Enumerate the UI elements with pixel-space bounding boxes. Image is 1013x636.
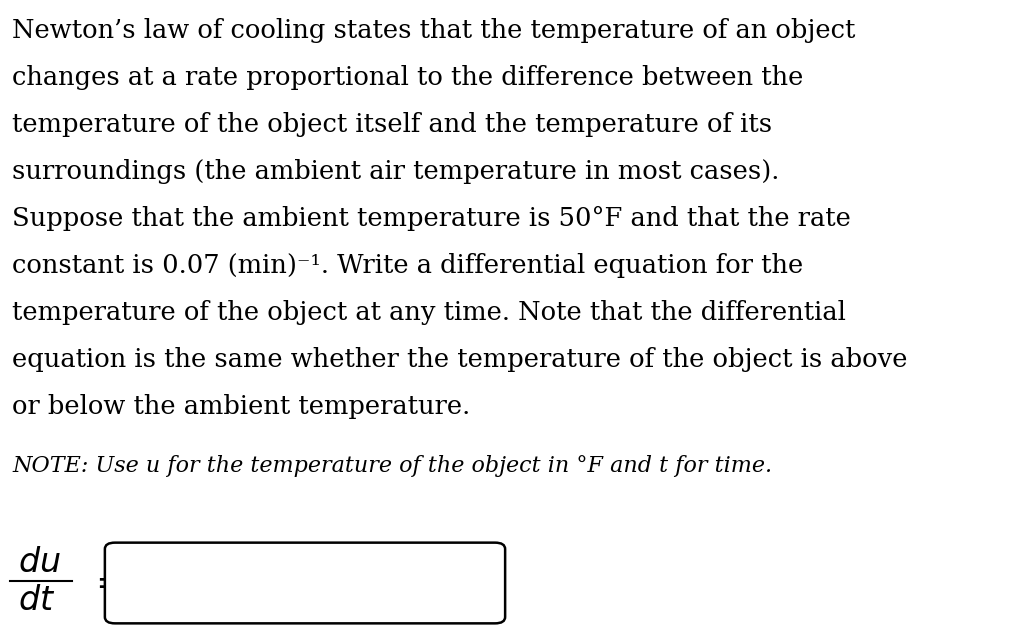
Text: temperature of the object itself and the temperature of its: temperature of the object itself and the…	[12, 112, 772, 137]
Text: surroundings (the ambient air temperature in most cases).: surroundings (the ambient air temperatur…	[12, 159, 779, 184]
Text: or below the ambient temperature.: or below the ambient temperature.	[12, 394, 470, 419]
Text: $du$: $du$	[18, 547, 61, 579]
Text: Newton’s law of cooling states that the temperature of an object: Newton’s law of cooling states that the …	[12, 18, 855, 43]
Text: equation is the same whether the temperature of the object is above: equation is the same whether the tempera…	[12, 347, 908, 372]
Text: Suppose that the ambient temperature is 50°F and that the rate: Suppose that the ambient temperature is …	[12, 206, 851, 231]
Text: $dt$: $dt$	[18, 585, 56, 617]
Text: $=$: $=$	[88, 565, 124, 599]
Text: constant is 0.07 (min)⁻¹. Write a differential equation for the: constant is 0.07 (min)⁻¹. Write a differ…	[12, 253, 803, 278]
Text: temperature of the object at any time. Note that the differential: temperature of the object at any time. N…	[12, 300, 846, 325]
Text: NOTE: Use u for the temperature of the object in °F and t for time.: NOTE: Use u for the temperature of the o…	[12, 455, 772, 477]
Text: changes at a rate proportional to the difference between the: changes at a rate proportional to the di…	[12, 65, 803, 90]
